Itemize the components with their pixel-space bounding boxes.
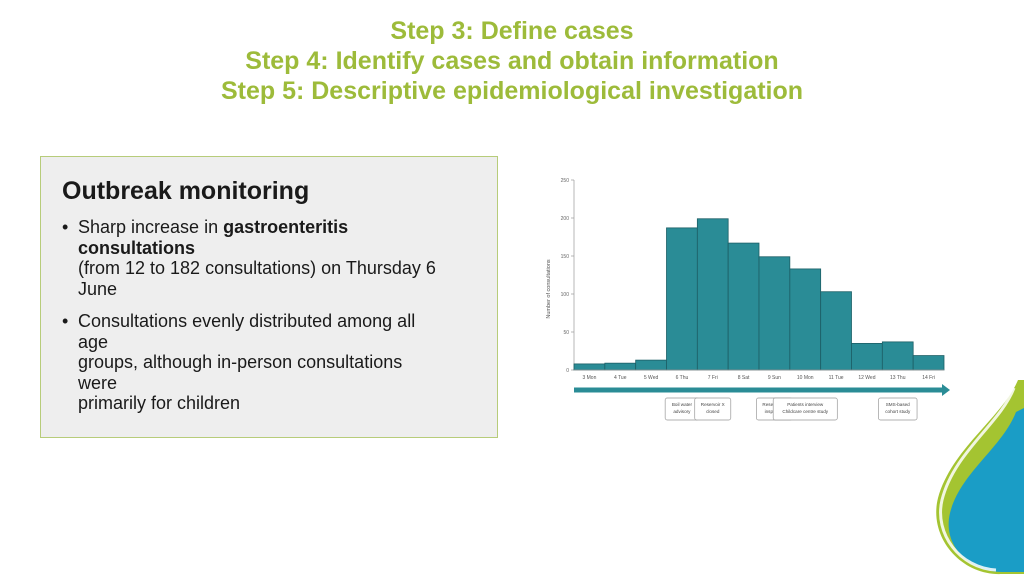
bar (820, 291, 852, 371)
water-drop-icon (932, 378, 1024, 581)
x-tick-label: 3 Mon (582, 375, 596, 381)
bullet-item-1: • Sharp increase in gastroenteritis cons… (62, 217, 492, 299)
bar (573, 363, 606, 371)
y-tick-label: 50 (563, 330, 569, 336)
event-label: Reservoir X (701, 402, 725, 407)
bullet-list: • Sharp increase in gastroenteritis cons… (62, 217, 492, 426)
consultations-chart-svg: 0 50 100 150 200 250 Number of consultations 3 … (546, 178, 950, 421)
x-tick-label: 12 Wed (858, 375, 875, 381)
bar (666, 227, 698, 371)
bar (789, 268, 822, 371)
event-box (772, 397, 838, 421)
event-label: Boil water (672, 402, 693, 407)
bullet-bold-text: consultations (78, 237, 196, 258)
bar (635, 359, 667, 371)
consultations-chart: 0 50 100 150 200 250 Number of consultations 3 … (538, 172, 958, 437)
bullet-line: primarily for children (78, 393, 241, 413)
water-drop-blue-shape (948, 408, 1024, 572)
bullet-line: consultations (78, 238, 492, 259)
bullet-line: (from 12 to 182 consultations) on Thursd… (78, 258, 436, 278)
x-tick-label: 8 Sat (738, 375, 750, 381)
bar (851, 342, 883, 371)
bullet-line: age (78, 331, 109, 352)
slide-titles: Step 3: Define cases Step 4: Identify ca… (0, 16, 1024, 106)
bar (727, 242, 760, 371)
event-label: advisory (673, 409, 691, 414)
x-tick-label: 4 Tue (614, 375, 627, 381)
event-box (878, 397, 918, 421)
bullet-marker: • (62, 311, 69, 331)
bullet-line: Sharp increase in gastroenteritis (78, 217, 492, 238)
y-tick-label: 150 (561, 254, 570, 260)
bullet-item-2: • Consultations evenly distributed among… (62, 311, 492, 414)
x-tick-label: 7 Fri (708, 375, 718, 381)
x-tick-label: 5 Wed (644, 375, 659, 381)
timeline-arrow-head (942, 384, 950, 396)
event-label: cohort study (885, 409, 911, 414)
event-label: Childcare centre study (782, 409, 828, 414)
x-tick-label: 10 Mon (797, 375, 814, 381)
bar (881, 341, 914, 371)
x-tick-label: 6 Thu (676, 375, 689, 381)
x-tick-label: 14 Fri (922, 375, 935, 381)
bullet-line: groups, although in-person consultations (78, 352, 403, 372)
bullet-marker: • (62, 217, 69, 237)
water-drop-highlight (939, 387, 1016, 572)
x-tick-label: 11 Tue (829, 375, 844, 381)
y-tick-label: 250 (561, 178, 570, 184)
event-label: SMS-based (886, 402, 910, 407)
bullet-line: were (78, 372, 118, 393)
bullet-bold-text: gastroenteritis (223, 217, 349, 237)
x-tick-label: 9 Sun (768, 375, 781, 381)
title-step-5: Step 5: Descriptive epidemiological inve… (220, 77, 804, 105)
y-tick-label: 200 (561, 216, 570, 222)
bullet-line: Consultations evenly distributed among a… (78, 311, 416, 331)
y-tick-label: 0 (566, 368, 569, 374)
bullet-text: Sharp increase in (78, 217, 224, 237)
title-step-3: Step 3: Define cases (390, 17, 634, 45)
y-tick-label: 100 (561, 292, 570, 298)
bar (696, 218, 729, 371)
water-drop-graphic (936, 380, 1024, 575)
event-box (694, 397, 732, 421)
title-step-4: Step 4: Identify cases and obtain inform… (245, 47, 779, 75)
bullet-line: June (78, 278, 118, 299)
y-axis-label: Number of consultations (546, 259, 552, 319)
event-label: closed (706, 409, 720, 414)
bar (604, 362, 637, 371)
x-tick-label: 13 Thu (890, 375, 906, 381)
bar (758, 256, 791, 371)
outbreak-monitoring-panel: Outbreak monitoring • Sharp increase in … (40, 156, 498, 438)
bar (912, 355, 945, 371)
event-label: Patients interview (787, 402, 824, 407)
panel-heading: Outbreak monitoring (62, 177, 310, 205)
